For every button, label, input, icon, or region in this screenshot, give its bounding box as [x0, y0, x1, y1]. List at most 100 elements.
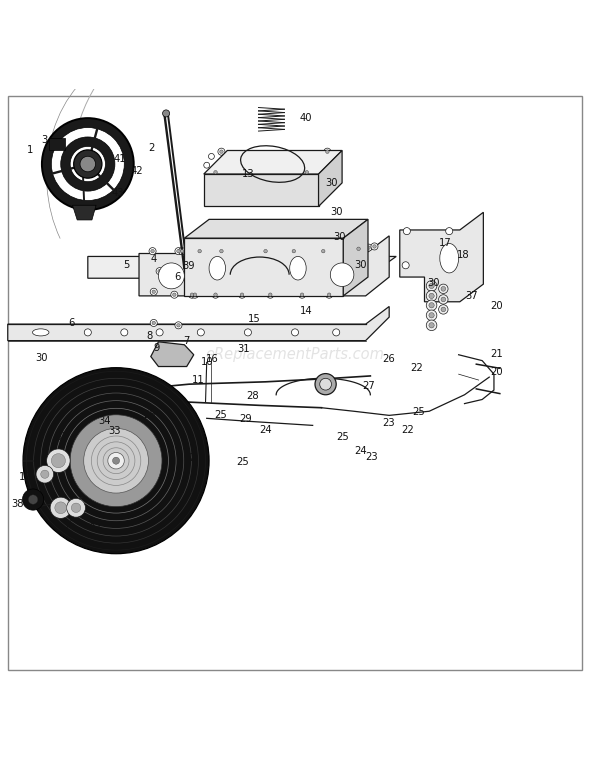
Circle shape: [357, 247, 360, 250]
Text: 30: 30: [354, 260, 366, 270]
Text: 8: 8: [147, 331, 153, 341]
Circle shape: [438, 305, 448, 314]
Text: 25: 25: [214, 411, 227, 421]
Text: 36: 36: [63, 520, 75, 530]
Text: 19: 19: [18, 472, 31, 482]
Text: 30: 30: [427, 278, 440, 288]
Circle shape: [108, 453, 124, 469]
Circle shape: [150, 288, 158, 296]
Bar: [49, 138, 65, 150]
Circle shape: [429, 293, 434, 299]
Circle shape: [55, 502, 67, 514]
Text: 10: 10: [201, 358, 214, 368]
Circle shape: [264, 250, 267, 253]
Text: 2: 2: [148, 142, 154, 152]
Circle shape: [171, 291, 178, 298]
Circle shape: [175, 322, 182, 329]
Circle shape: [438, 284, 448, 293]
Circle shape: [74, 150, 102, 178]
Text: 11: 11: [192, 375, 205, 385]
Text: 14: 14: [300, 306, 312, 316]
Ellipse shape: [209, 257, 225, 280]
Circle shape: [176, 270, 180, 273]
Circle shape: [365, 244, 372, 251]
Circle shape: [156, 329, 163, 336]
Circle shape: [426, 280, 437, 291]
Circle shape: [218, 247, 225, 254]
Circle shape: [441, 307, 445, 312]
Circle shape: [326, 291, 333, 298]
Circle shape: [445, 228, 453, 234]
Circle shape: [191, 291, 198, 298]
Circle shape: [290, 247, 297, 254]
Text: 27: 27: [362, 381, 375, 391]
Ellipse shape: [290, 257, 306, 280]
Circle shape: [51, 453, 65, 468]
Text: 16: 16: [205, 355, 218, 365]
Text: 25: 25: [143, 411, 156, 421]
Polygon shape: [400, 212, 483, 302]
Circle shape: [197, 329, 204, 336]
Circle shape: [22, 489, 44, 510]
Circle shape: [113, 457, 120, 464]
Circle shape: [152, 290, 156, 293]
Circle shape: [175, 247, 182, 254]
Circle shape: [240, 293, 244, 296]
Polygon shape: [139, 236, 389, 296]
Text: 30: 30: [330, 208, 343, 218]
Circle shape: [426, 290, 437, 301]
Text: 21: 21: [490, 349, 503, 358]
Text: 3: 3: [41, 136, 48, 146]
Text: 20: 20: [490, 302, 503, 312]
Circle shape: [373, 244, 376, 248]
Circle shape: [333, 329, 340, 336]
Circle shape: [80, 156, 96, 172]
Circle shape: [162, 351, 170, 358]
Text: 28: 28: [247, 391, 260, 401]
Polygon shape: [319, 150, 342, 206]
Circle shape: [441, 286, 445, 291]
Circle shape: [150, 319, 158, 326]
Circle shape: [315, 374, 336, 394]
Circle shape: [337, 250, 341, 253]
Circle shape: [36, 466, 54, 483]
Text: 25: 25: [413, 408, 425, 417]
Circle shape: [324, 148, 331, 155]
Text: 30: 30: [333, 232, 346, 242]
Circle shape: [180, 250, 183, 253]
Circle shape: [178, 247, 185, 254]
Circle shape: [219, 150, 223, 153]
Text: 13: 13: [242, 169, 255, 179]
Circle shape: [402, 262, 409, 269]
Circle shape: [320, 378, 332, 390]
Circle shape: [156, 267, 163, 275]
Text: 31: 31: [56, 432, 68, 442]
Circle shape: [303, 247, 310, 254]
Circle shape: [198, 250, 201, 253]
Circle shape: [322, 250, 325, 253]
Text: 15: 15: [248, 314, 261, 325]
Circle shape: [426, 320, 437, 331]
Circle shape: [41, 470, 49, 478]
Text: 42: 42: [130, 166, 143, 176]
Text: 20: 20: [490, 368, 503, 378]
Circle shape: [193, 293, 196, 296]
Polygon shape: [204, 174, 319, 206]
Circle shape: [47, 449, 70, 473]
Circle shape: [305, 250, 309, 253]
Circle shape: [336, 247, 343, 254]
Circle shape: [429, 322, 434, 328]
Text: 40: 40: [300, 113, 312, 123]
Circle shape: [355, 245, 362, 252]
Circle shape: [268, 293, 272, 296]
Text: 6: 6: [68, 318, 75, 328]
Text: 34: 34: [98, 416, 110, 426]
Ellipse shape: [440, 244, 458, 273]
Text: 33: 33: [108, 426, 120, 437]
Circle shape: [264, 250, 267, 253]
Text: 38: 38: [12, 499, 24, 509]
Circle shape: [262, 247, 269, 254]
Circle shape: [267, 291, 274, 298]
Circle shape: [212, 169, 219, 176]
Text: 43: 43: [112, 188, 124, 198]
